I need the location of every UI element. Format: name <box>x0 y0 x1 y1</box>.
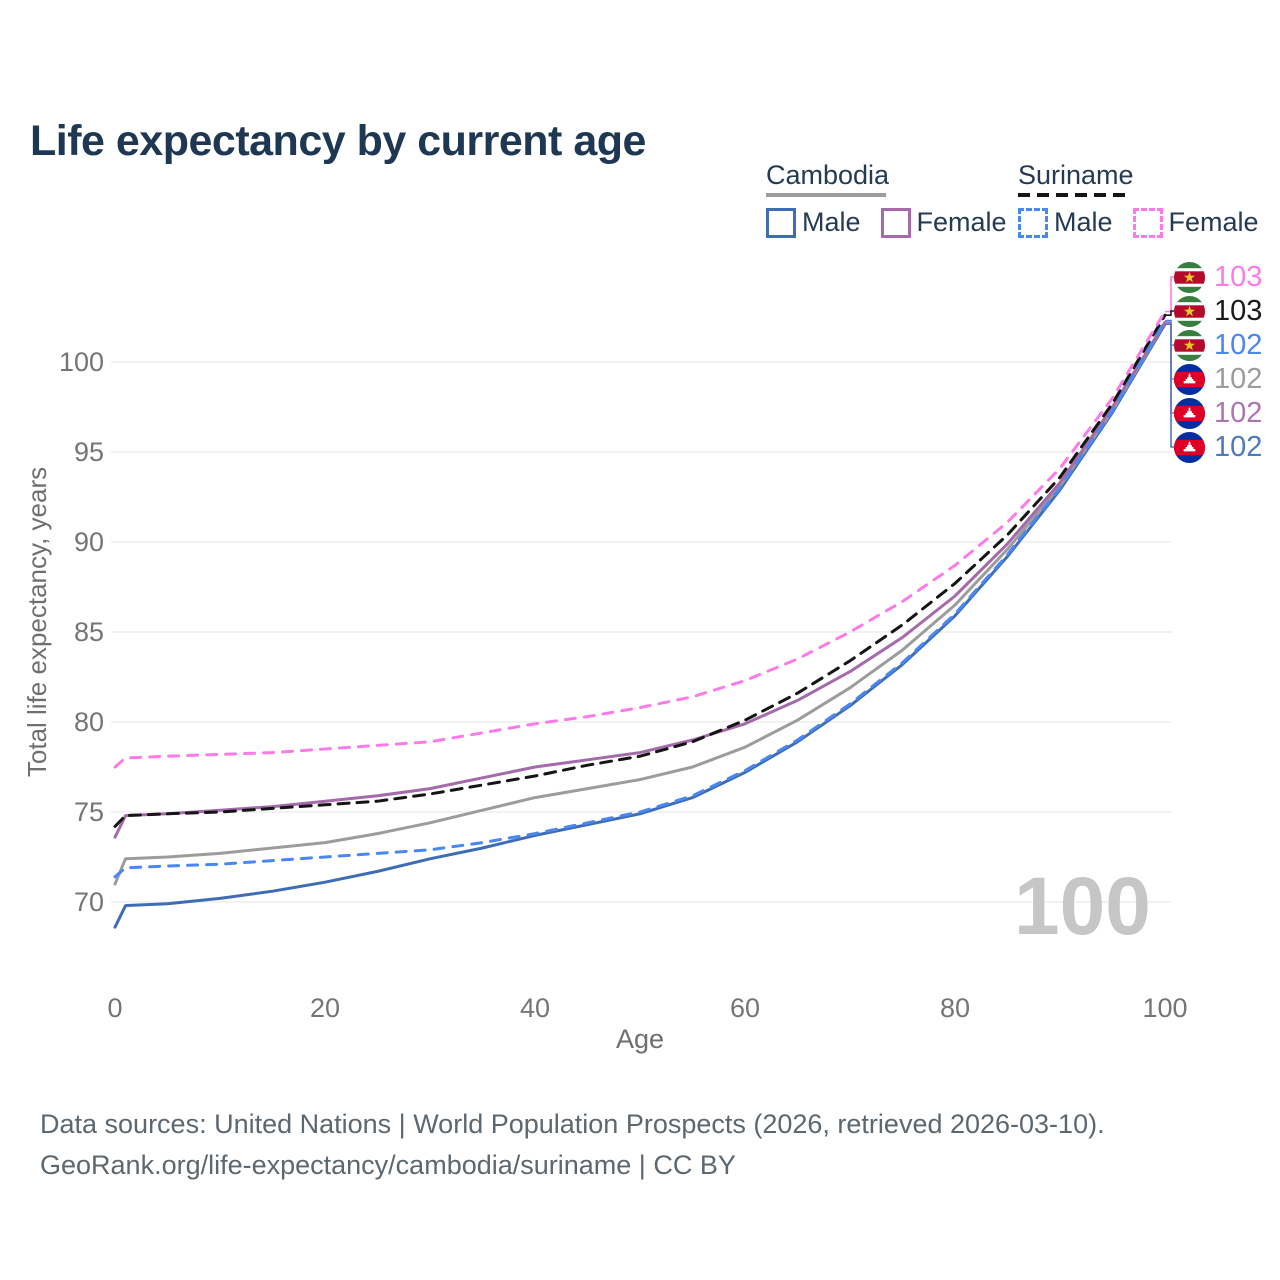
cambodia-female-swatch-icon <box>880 207 911 238</box>
y-axis-title: Total life expectancy, years <box>22 467 52 777</box>
x-axis-title: Age <box>616 1024 664 1054</box>
end-label-cambodia-female: 102 <box>1174 397 1262 429</box>
y-tick-label: 80 <box>74 707 104 737</box>
end-label-suriname-total: 103 <box>1174 295 1262 327</box>
cambodia-male-swatch-icon <box>766 207 796 238</box>
footer-data-sources: Data sources: United Nations | World Pop… <box>40 1109 1105 1139</box>
legend-item-cambodia-male[interactable]: Male <box>766 207 861 238</box>
series-line-cambodia_total <box>113 320 1167 886</box>
end-label-value: 103 <box>1214 295 1263 327</box>
x-tick-label: 60 <box>730 993 760 1023</box>
page-title: Life expectancy by current age <box>30 116 646 165</box>
suriname-male-swatch-icon <box>1018 207 1048 238</box>
suriname-female-swatch-icon <box>1132 207 1163 238</box>
series-line-cambodia_male <box>113 322 1167 929</box>
x-tick-label: 40 <box>520 993 550 1023</box>
suriname-flag-icon <box>1174 261 1205 293</box>
legend-country-cambodia[interactable]: Cambodia <box>766 160 890 190</box>
legend-label-cambodia-male: Male <box>802 207 861 237</box>
x-tick-label: 80 <box>940 993 970 1023</box>
y-tick-label: 75 <box>74 797 104 827</box>
cambodia-flag-icon <box>1174 431 1205 463</box>
end-label-value: 102 <box>1214 329 1263 361</box>
y-tick-label: 70 <box>74 887 104 917</box>
legend-item-suriname-female[interactable]: Female <box>1132 207 1259 238</box>
y-tick-label: 95 <box>74 437 104 467</box>
end-label-cambodia-total: 102 <box>1174 363 1262 395</box>
end-label-value: 103 <box>1214 261 1263 293</box>
end-label-value: 102 <box>1214 397 1263 429</box>
y-tick-label: 100 <box>59 347 104 377</box>
end-label-cambodia-male: 102 <box>1174 431 1262 463</box>
y-tick-label: 90 <box>74 527 104 557</box>
suriname-flag-icon <box>1174 329 1205 361</box>
watermark-age-readout: 100 <box>1014 861 1151 952</box>
legend-underline-suriname-dashed <box>1018 193 1131 197</box>
end-label-suriname-male: 102 <box>1174 329 1262 361</box>
footer: Data sources: United Nations | World Pop… <box>40 1104 1105 1186</box>
cambodia-flag-icon <box>1174 397 1205 429</box>
x-tick-label: 0 <box>107 993 122 1023</box>
series-line-suriname_male <box>113 319 1167 879</box>
legend-item-cambodia-female[interactable]: Female <box>880 207 1007 238</box>
legend-label-suriname-female: Female <box>1168 207 1259 237</box>
series-line-suriname_female <box>113 310 1167 769</box>
end-label-value: 102 <box>1214 363 1263 395</box>
legend-label-cambodia-female: Female <box>916 207 1007 237</box>
legend-label-suriname-male: Male <box>1054 207 1113 237</box>
series-line-suriname_total <box>113 313 1167 828</box>
end-label-suriname-female: 103 <box>1174 261 1262 293</box>
cambodia-flag-icon <box>1174 363 1205 395</box>
legend-item-suriname-male[interactable]: Male <box>1018 207 1113 238</box>
y-tick-label: 85 <box>74 617 104 647</box>
legend-country-suriname[interactable]: Suriname <box>1018 160 1134 190</box>
series-line-cambodia_female <box>113 320 1167 839</box>
legend-underline-cambodia-solid <box>766 193 886 197</box>
suriname-flag-icon <box>1174 295 1205 327</box>
footer-attribution-url: GeoRank.org/life-expectancy/cambodia/sur… <box>40 1150 736 1180</box>
legend-group-suriname: Suriname Male Female <box>1018 160 1270 238</box>
x-tick-label: 20 <box>310 993 340 1023</box>
x-tick-label: 100 <box>1142 993 1187 1023</box>
end-label-value: 102 <box>1214 431 1263 463</box>
legend-group-cambodia: Cambodia Male Female <box>766 160 1007 238</box>
